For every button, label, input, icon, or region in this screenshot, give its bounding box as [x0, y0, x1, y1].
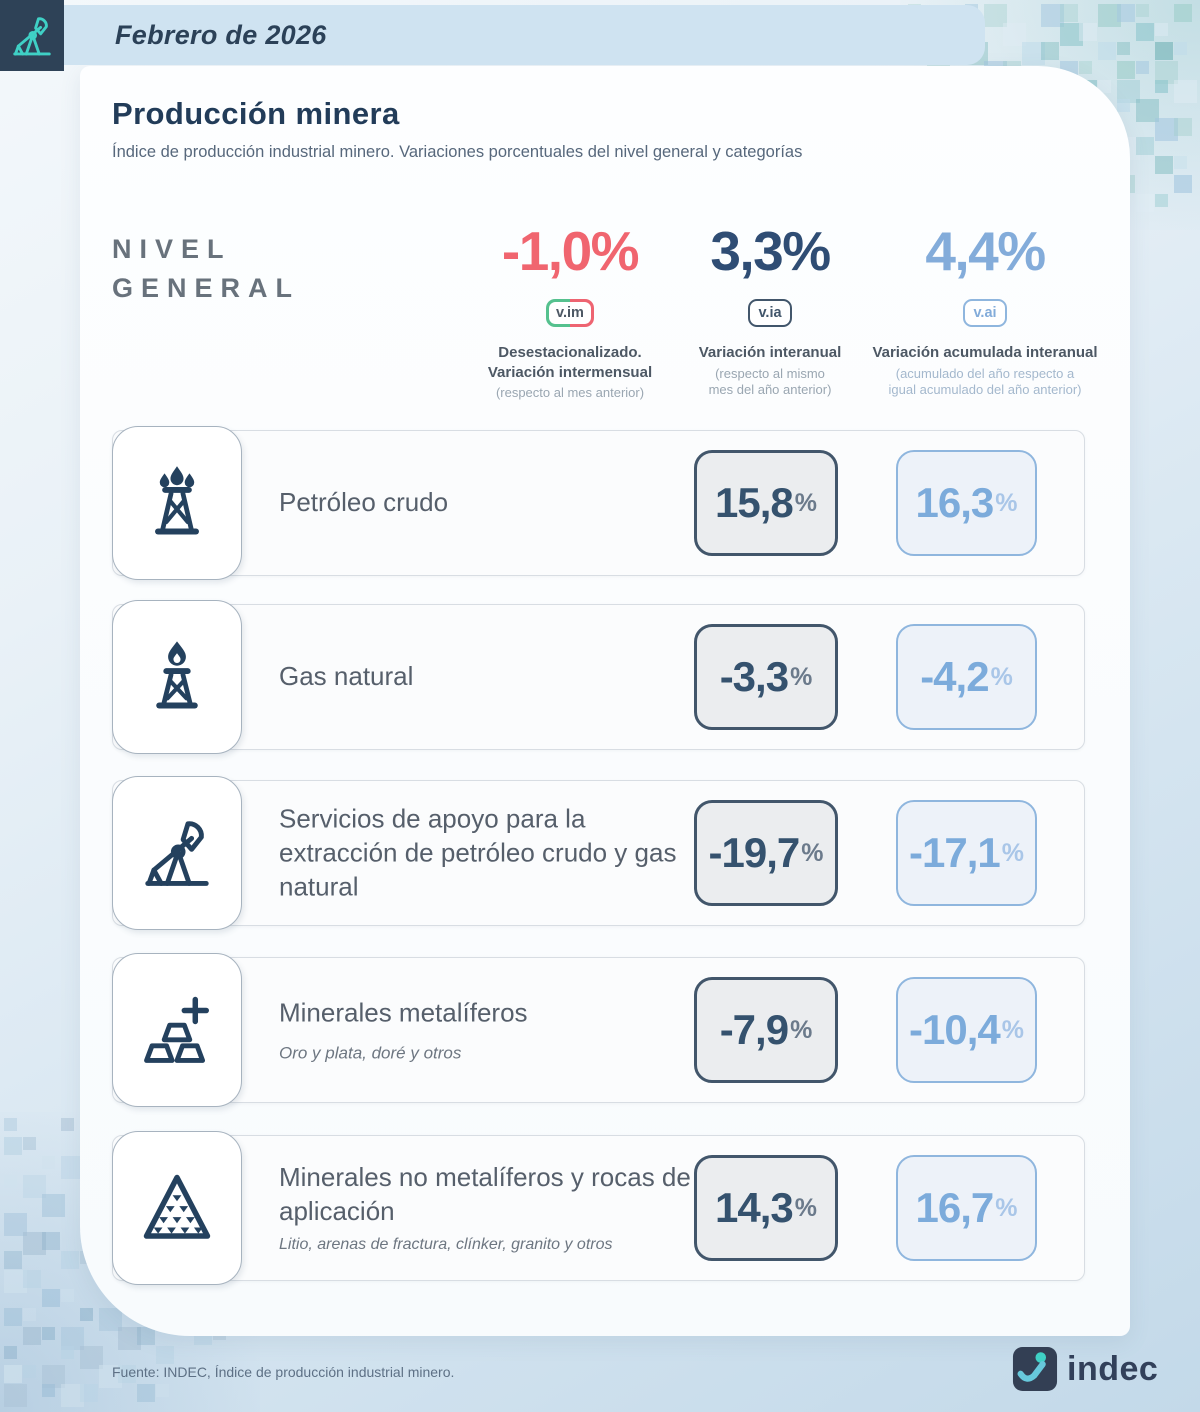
- stat-value-vim: -1,0%: [501, 220, 640, 282]
- category-row-minerales-metaliferos: Minerales metalíferos Oro y plata, doré …: [112, 953, 1085, 1107]
- stat-acumulada: 4,4% v.ai Variación acumulada interanual…: [857, 224, 1113, 399]
- category-name: Petróleo crudo: [279, 487, 449, 518]
- page-title: Producción minera: [112, 96, 400, 131]
- value-box-acumulada: -10,4%: [896, 977, 1037, 1083]
- value-box-interanual: -7,9%: [694, 977, 838, 1083]
- mineral-mound-icon: [112, 1131, 242, 1285]
- stat-desc-vim: Desestacionalizado. Variación intermensu…: [487, 344, 653, 381]
- category-name: Servicios de apoyo para la extracción de…: [279, 803, 677, 901]
- period-label: Febrero de 2026: [115, 19, 327, 50]
- header-logo-box: [0, 0, 64, 71]
- indec-logo-icon: [1012, 1346, 1058, 1392]
- stat-value-via: 3,3%: [710, 220, 831, 282]
- value-box-interanual: -19,7%: [694, 800, 838, 906]
- value-box-interanual: 14,3%: [694, 1155, 838, 1261]
- indec-logo-text: indec: [1067, 1349, 1159, 1388]
- category-name: Minerales metalíferos: [279, 997, 528, 1028]
- category-detail: Litio, arenas de fractura, clínker, gran…: [279, 1235, 613, 1253]
- value-box-acumulada: 16,3%: [896, 450, 1037, 556]
- category-row-servicios-apoyo: Servicios de apoyo para la extracción de…: [112, 776, 1085, 930]
- category-row-petroleo-crudo: Petróleo crudo 15,8% 16,3%: [112, 426, 1085, 580]
- value-box-interanual: -3,3%: [694, 624, 838, 730]
- category-name: Gas natural: [279, 661, 414, 692]
- stat-note-vim: (respecto al mes anterior): [495, 385, 645, 400]
- stat-value-vai: 4,4%: [925, 220, 1046, 282]
- value-box-acumulada: 16,7%: [896, 1155, 1037, 1261]
- value-box-acumulada: -4,2%: [896, 624, 1037, 730]
- gold-bars-icon: [112, 953, 242, 1107]
- source-note: Fuente: INDEC, Índice de producción indu…: [112, 1364, 455, 1380]
- stat-note-via: (respecto al mismo mes del año anterior): [708, 365, 832, 398]
- indec-logo: indec: [1012, 1346, 1158, 1392]
- category-name: Minerales no metalíferos y rocas de apli…: [279, 1162, 691, 1226]
- vim-badge: v.im: [546, 299, 594, 327]
- period-banner: Febrero de 2026: [64, 5, 985, 65]
- stat-intermensual: -1,0% v.im Desestacionalizado. Variación…: [455, 224, 685, 402]
- stat-interanual: 3,3% v.ia Variación interanual (respecto…: [655, 224, 885, 399]
- stat-desc-vai: Variación acumulada interanual: [872, 344, 1098, 361]
- category-detail: Oro y plata, doré y otros: [279, 1043, 462, 1063]
- value-box-acumulada: -17,1%: [896, 800, 1037, 906]
- pumpjack-icon: [112, 776, 242, 930]
- oil-derrick-icon: [112, 426, 242, 580]
- stat-note-vai: (acumulado del año respecto a igual acum…: [888, 365, 1082, 398]
- page-subtitle: Índice de producción industrial minero. …: [112, 143, 803, 161]
- via-badge: v.ia: [748, 299, 792, 327]
- gas-flare-icon: [112, 600, 242, 754]
- vai-badge: v.ai: [963, 299, 1007, 327]
- nivel-general-label: NIVEL GENERAL: [112, 234, 301, 304]
- stat-desc-via: Variación interanual: [698, 344, 842, 361]
- pumpjack-icon: [13, 16, 51, 55]
- value-box-interanual: 15,8%: [694, 450, 838, 556]
- category-row-gas-natural: Gas natural -3,3% -4,2%: [112, 600, 1085, 754]
- category-row-minerales-no-metaliferos: Minerales no metalíferos y rocas de apli…: [112, 1131, 1085, 1285]
